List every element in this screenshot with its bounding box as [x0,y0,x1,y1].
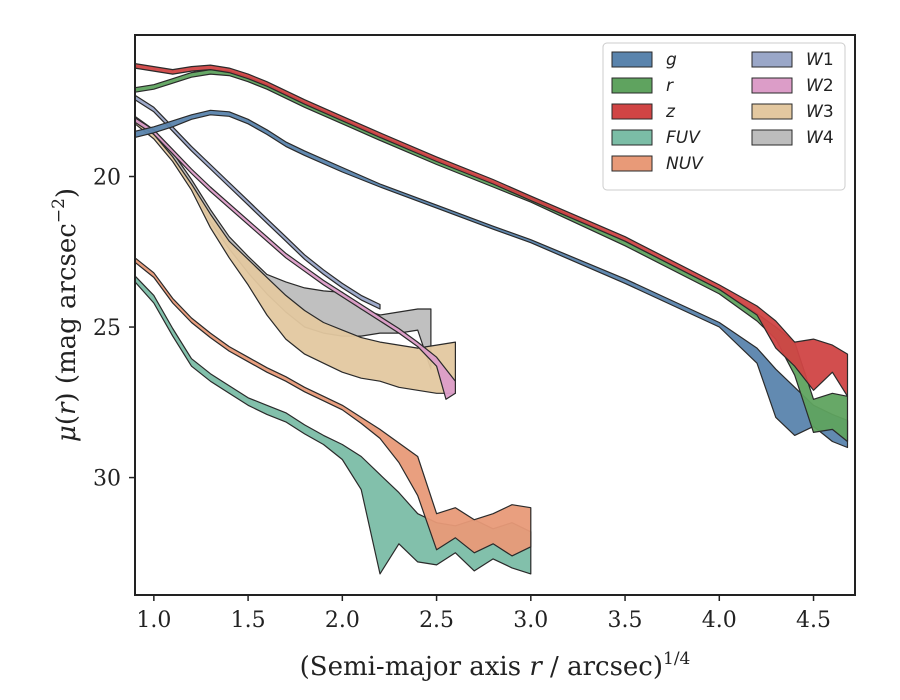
x-axis-label-prefix: (Semi-major axis [300,652,530,682]
legend-label-W2: W2 [806,76,834,96]
legend-swatch-FUV [611,129,653,146]
y-axis-label-r: r [52,401,82,415]
legend-label-g: g [666,50,677,70]
legend-label-digits: 4 [823,128,834,148]
series-bands [134,63,849,575]
legend-label-W3: W3 [806,102,834,122]
legend-swatch-NUV [611,155,653,172]
x-tick-label: 1.0 [136,608,171,633]
series-band-NUV [134,257,532,557]
legend-label-z: z [665,102,676,122]
y-axis-label-units: ) (mag arcsec [52,223,82,402]
x-axis-label-suffix: / arcsec) [542,652,663,682]
legend-label-letters: W [806,50,824,70]
series-band-W1 [134,94,381,310]
x-tick-label: 3.0 [513,608,548,633]
x-tick-label: 3.5 [608,608,643,633]
legend-label-letters: W [806,102,824,122]
y-tick-label: 20 [93,166,121,191]
x-tick-label: 2.0 [325,608,360,633]
x-tick-label: 4.0 [702,608,737,633]
y-axis-label: μ(r) (mag arcsec−2) [49,188,82,442]
plot-frame [134,34,856,596]
legend-swatch-W2 [751,77,793,94]
x-axis-label-var: r [529,652,543,682]
y-tick-label: 25 [93,316,121,341]
x-axis-label-exponent: 1/4 [663,649,690,669]
x-tick-label: 4.5 [796,608,831,633]
series-band-g [134,109,849,449]
series-band-W2 [134,117,456,400]
y-axis-label-exponent: −2 [49,198,69,223]
legend-label-NUV: NUV [666,154,704,174]
legend-label-digits: 1 [823,50,834,70]
legend-swatch-W1 [751,51,793,68]
legend-label-W1: W1 [806,50,834,70]
legend-swatch-r [611,77,653,94]
x-axis-label: (Semi-major axis r / arcsec)1/4 [300,649,691,682]
legend-swatch-W4 [751,129,793,146]
legend-label-FUV: FUV [666,128,701,148]
legend-label-W4: W4 [806,128,834,148]
y-axis-label-mu: μ [52,425,82,442]
legend-swatch-W3 [751,103,793,120]
x-tick-label: 2.5 [419,608,454,633]
legend-label-digits: 2 [823,76,834,96]
legend-label-digits: 3 [823,102,834,122]
y-axis-ticks: 20 25 30 [93,166,135,492]
y-axis-label-paren: ( [52,415,82,425]
x-tick-label: 1.5 [231,608,266,633]
y-tick-label: 30 [93,467,121,492]
legend-swatch-z [611,103,653,120]
y-axis-label-close: ) [52,188,82,198]
legend-swatch-g [611,51,653,68]
x-axis-ticks: 1.0 1.5 2.0 2.5 3.0 3.5 4.0 4.5 [136,595,831,633]
legend-label-letters: W [806,128,824,148]
series-band-z [134,63,849,397]
legend-label-r: r [666,76,674,96]
legend-label-letters: W [806,76,824,96]
